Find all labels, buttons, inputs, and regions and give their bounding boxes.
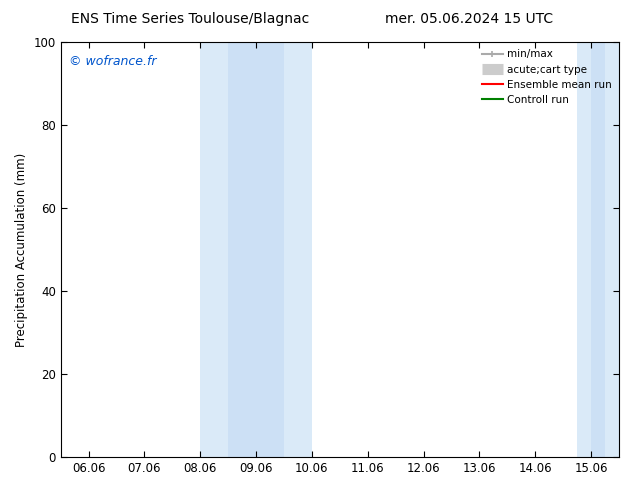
Y-axis label: Precipitation Accumulation (mm): Precipitation Accumulation (mm) — [15, 152, 28, 347]
Bar — [591, 42, 605, 457]
Text: ENS Time Series Toulouse/Blagnac: ENS Time Series Toulouse/Blagnac — [71, 12, 309, 26]
Bar — [228, 42, 284, 457]
Legend: min/max, acute;cart type, Ensemble mean run, Controll run: min/max, acute;cart type, Ensemble mean … — [478, 45, 616, 109]
Bar — [200, 42, 312, 457]
Bar — [577, 42, 619, 457]
Text: © wofrance.fr: © wofrance.fr — [69, 54, 157, 68]
Text: mer. 05.06.2024 15 UTC: mer. 05.06.2024 15 UTC — [385, 12, 553, 26]
